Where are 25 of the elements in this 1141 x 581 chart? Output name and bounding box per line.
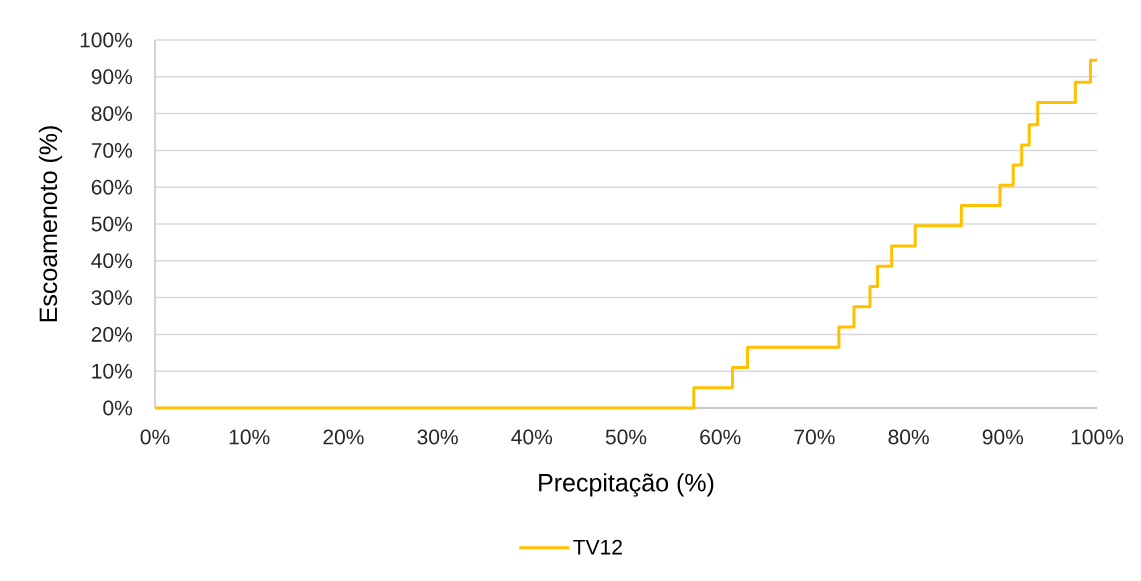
x-tick-label: 90% [982, 429, 1024, 445]
x-axis-title: Precpitação (%) [539, 473, 714, 497]
x-tick-label: 10% [229, 429, 270, 445]
x-tick-label: 70% [794, 429, 835, 445]
x-tick-label: 100% [1071, 429, 1124, 445]
x-tick-label: 60% [700, 429, 741, 445]
y-tick-label: 0% [103, 400, 133, 416]
y-tick-label: 50% [91, 216, 133, 232]
x-tick-label: 80% [888, 429, 929, 445]
x-tick-label: 20% [323, 429, 364, 445]
y-tick-label: 90% [91, 69, 133, 85]
x-tick-label: 30% [417, 429, 458, 445]
x-tick-label: 40% [511, 429, 553, 445]
x-tick-label: 50% [605, 429, 647, 445]
y-tick-label: 70% [91, 142, 133, 158]
legend-label: TV12 [573, 539, 622, 555]
y-tick-label: 80% [91, 106, 133, 122]
y-tick-label: 40% [91, 253, 133, 269]
y-tick-label: 100% [80, 32, 133, 48]
y-axis-title: Escoamenoto (%) [38, 126, 63, 322]
y-tick-label: 30% [91, 290, 133, 306]
x-tick-label: 0% [140, 429, 170, 445]
y-tick-label: 10% [92, 363, 133, 379]
y-tick-label: 20% [91, 326, 133, 342]
y-tick-label: 60% [91, 179, 133, 195]
